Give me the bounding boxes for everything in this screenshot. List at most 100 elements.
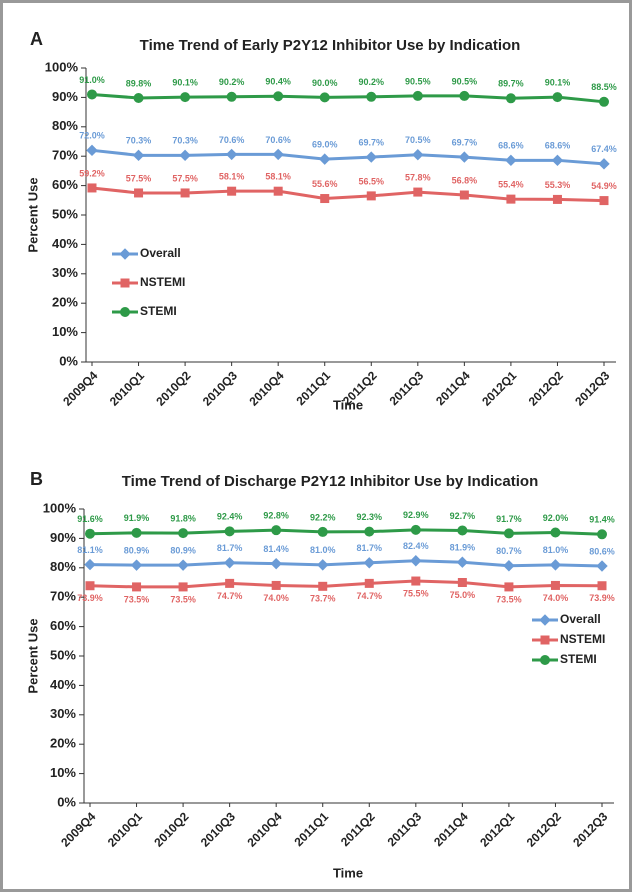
data-label: 68.6% [545, 141, 571, 151]
data-point [457, 578, 467, 587]
y-tick-label: 10% [50, 765, 76, 780]
data-point [177, 559, 189, 571]
legend-label: NSTEMI [140, 275, 185, 289]
y-tick-label: 80% [52, 118, 78, 133]
panel-label: B [30, 469, 43, 489]
data-point [318, 581, 328, 591]
data-label: 91.4% [589, 515, 615, 525]
data-label: 80.9% [170, 546, 196, 556]
data-label: 55.3% [545, 180, 571, 190]
y-tick-label: 50% [52, 206, 78, 221]
data-point [180, 92, 191, 103]
y-tick-label: 100% [43, 500, 77, 515]
y-axis-label: Percent Use [25, 618, 40, 693]
y-tick-label: 70% [50, 589, 76, 604]
data-point [317, 526, 328, 537]
data-point [458, 151, 471, 163]
data-label: 81.1% [77, 545, 103, 555]
y-tick-label: 60% [52, 177, 78, 192]
y-tick-label: 70% [52, 148, 78, 163]
data-point [366, 191, 376, 201]
data-label: 54.9% [591, 181, 617, 191]
legend-marker [120, 307, 130, 317]
data-label: 70.6% [219, 135, 245, 145]
data-label: 92.4% [217, 512, 243, 522]
data-point [320, 194, 330, 204]
data-point [598, 158, 610, 170]
data-point [85, 528, 95, 539]
data-label: 74.7% [357, 591, 383, 601]
data-label: 91.0% [79, 75, 105, 85]
data-point [273, 186, 283, 196]
legend-label: NSTEMI [560, 632, 605, 646]
data-label: 80.7% [496, 546, 522, 556]
series-line [89, 528, 603, 536]
legend-label: Overall [560, 612, 601, 626]
data-label: 70.6% [265, 135, 291, 145]
data-point [317, 559, 329, 571]
data-label: 80.6% [589, 546, 615, 556]
data-point [457, 525, 468, 536]
data-point [366, 91, 377, 102]
data-point [178, 582, 188, 592]
data-label: 56.5% [359, 176, 385, 186]
data-label: 57.5% [126, 173, 152, 183]
data-point [413, 187, 423, 197]
data-label: 59.2% [79, 168, 105, 178]
data-point [506, 194, 516, 204]
data-point [410, 555, 422, 567]
y-tick-label: 60% [50, 618, 76, 633]
y-tick-label: 40% [52, 236, 78, 251]
data-label: 90.5% [452, 76, 478, 86]
x-axis-label: Time [333, 865, 363, 880]
data-label: 67.4% [591, 144, 617, 154]
y-tick-label: 30% [50, 706, 76, 721]
data-point [363, 557, 375, 569]
data-label: 91.9% [124, 513, 150, 523]
y-tick-label: 90% [52, 89, 78, 104]
data-label: 72.0% [79, 131, 105, 141]
legend-label: Overall [140, 246, 181, 260]
data-label: 69.7% [452, 137, 478, 147]
data-label: 92.9% [403, 510, 429, 520]
data-label: 56.8% [452, 175, 478, 185]
data-label: 88.5% [591, 82, 617, 92]
data-label: 90.4% [265, 77, 291, 87]
data-point [552, 194, 562, 204]
x-axis-label: Time [333, 397, 363, 412]
data-label: 92.2% [310, 512, 336, 522]
data-label: 75.5% [403, 588, 429, 598]
data-label: 89.7% [498, 79, 524, 89]
data-label: 81.9% [450, 543, 476, 553]
data-label: 69.0% [312, 140, 338, 150]
data-point [549, 559, 562, 571]
data-label: 91.7% [496, 514, 522, 524]
legend-label: STEMI [140, 304, 177, 318]
data-point [411, 576, 421, 586]
data-label: 74.0% [263, 593, 289, 603]
legend-marker [119, 248, 131, 260]
chart-title: Time Trend of Discharge P2Y12 Inhibitor … [122, 473, 538, 490]
data-point [223, 557, 236, 569]
data-label: 90.2% [219, 77, 245, 87]
data-point [599, 196, 609, 206]
data-label: 91.8% [170, 513, 196, 523]
data-point [459, 190, 469, 200]
data-point [364, 578, 374, 588]
data-label: 55.4% [498, 179, 524, 189]
data-point [84, 558, 96, 571]
data-point [319, 92, 330, 103]
data-point [597, 529, 607, 540]
series-line [89, 579, 603, 589]
data-label: 74.7% [217, 591, 243, 601]
data-label: 91.6% [77, 514, 103, 524]
series-line [91, 186, 605, 203]
data-point [319, 153, 331, 165]
data-label: 90.1% [172, 77, 198, 87]
chart-title: Time Trend of Early P2Y12 Inhibitor Use … [140, 37, 521, 54]
data-point [550, 580, 560, 590]
data-point [273, 91, 284, 102]
series-line [91, 148, 605, 166]
